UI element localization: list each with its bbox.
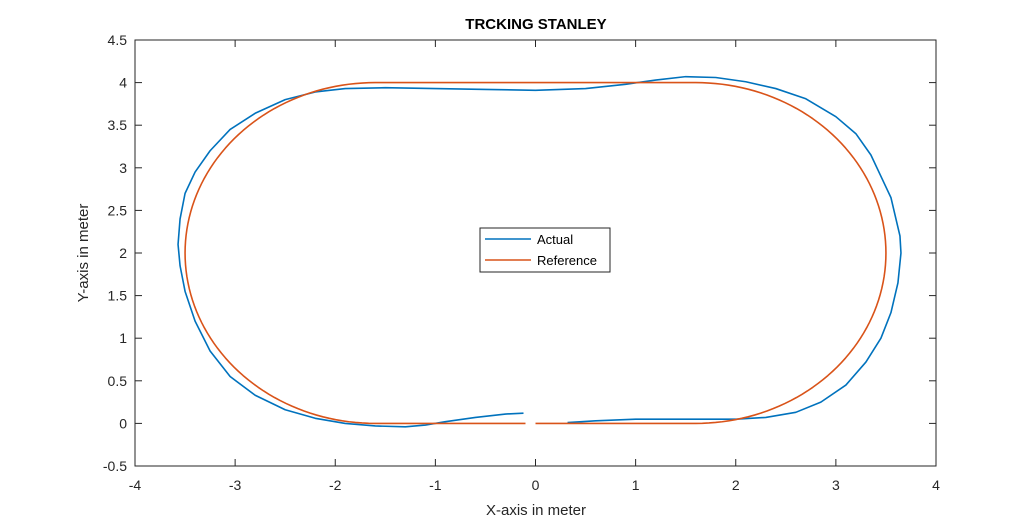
chart-title: TRCKING STANLEY xyxy=(465,16,606,33)
x-tick-label: -3 xyxy=(229,477,242,493)
y-tick-label: 2 xyxy=(119,245,127,261)
y-tick-label: 0 xyxy=(119,415,127,431)
x-tick-label: 2 xyxy=(732,477,740,493)
x-axis: -4 -3 -2 -1 0 1 2 3 4 xyxy=(129,40,940,493)
series-line-actual xyxy=(177,75,902,428)
y-tick-label: 4.5 xyxy=(108,32,128,48)
x-tick-label: 1 xyxy=(632,477,640,493)
y-tick-label: 4 xyxy=(119,75,127,91)
y-tick-label: 2.5 xyxy=(108,202,128,218)
x-tick-label: 3 xyxy=(832,477,840,493)
x-tick-label: -2 xyxy=(329,477,342,493)
y-tick-label: 0.5 xyxy=(108,373,128,389)
x-tick-label: -4 xyxy=(129,477,142,493)
y-axis: -0.5 0 0.5 1 1.5 2 2.5 3 3.5 4 4.5 xyxy=(103,32,936,474)
y-tick-label: -0.5 xyxy=(103,458,127,474)
y-axis-label: Y-axis in meter xyxy=(75,204,92,303)
y-tick-label: 1 xyxy=(119,330,127,346)
legend-label-reference: Reference xyxy=(537,253,597,268)
x-tick-label: 4 xyxy=(932,477,940,493)
x-axis-label: X-axis in meter xyxy=(486,502,586,519)
legend-label-actual: Actual xyxy=(537,232,573,247)
x-tick-label: -1 xyxy=(429,477,442,493)
y-tick-label: 3.5 xyxy=(108,117,128,133)
y-tick-label: 1.5 xyxy=(108,288,128,304)
legend-box xyxy=(479,227,611,273)
y-tick-label: 3 xyxy=(119,160,127,176)
series-line-reference xyxy=(184,81,887,425)
x-tick-label: 0 xyxy=(532,477,540,493)
legend: Actual Reference xyxy=(479,227,611,273)
